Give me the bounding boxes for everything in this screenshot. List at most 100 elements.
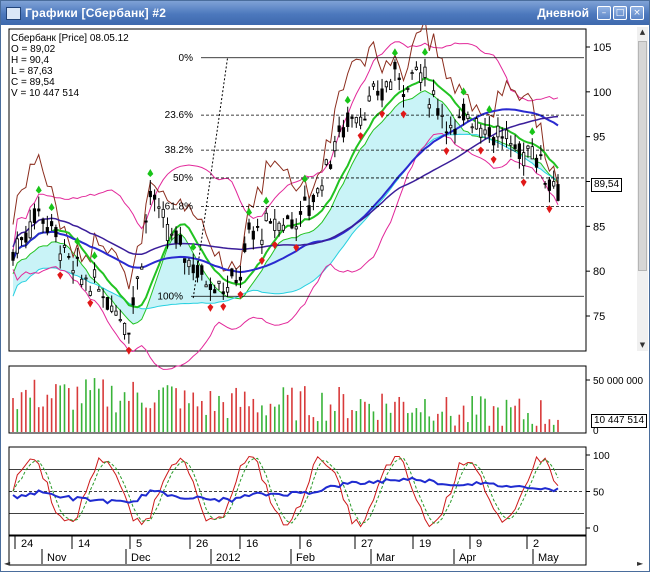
volume-bar bbox=[402, 401, 405, 432]
close-button[interactable]: × bbox=[630, 6, 644, 20]
volume-bar bbox=[110, 385, 113, 432]
fractal-down-marker bbox=[379, 110, 386, 119]
candle-body bbox=[492, 137, 496, 146]
volume-bar bbox=[89, 390, 92, 432]
candle-body bbox=[264, 212, 268, 222]
scroll-right-icon[interactable]: ► bbox=[637, 559, 644, 568]
scroll-left-icon[interactable]: ◄ bbox=[4, 559, 11, 568]
volume-bar bbox=[115, 412, 117, 432]
fib-level-label: 61.8% bbox=[165, 202, 193, 213]
candle-body bbox=[552, 181, 556, 187]
fractal-up-marker bbox=[263, 196, 270, 205]
volume-bar bbox=[136, 392, 139, 432]
volume-bar bbox=[475, 414, 478, 432]
candle-body bbox=[281, 224, 285, 231]
candle-body bbox=[75, 256, 79, 259]
scroll-up-icon[interactable]: ▲ bbox=[639, 28, 646, 36]
vertical-scrollbar[interactable]: ▲ ▼ bbox=[637, 27, 648, 351]
fib-level-label: 23.6% bbox=[165, 110, 193, 121]
candle-body bbox=[363, 118, 367, 121]
candle-body bbox=[333, 141, 337, 152]
fractal-up-marker bbox=[529, 127, 536, 136]
candle-body bbox=[389, 81, 393, 90]
scroll-down-icon[interactable]: ▼ bbox=[639, 341, 646, 349]
candle-body bbox=[290, 219, 294, 229]
volume-tick-label: 50 000 000 bbox=[593, 376, 643, 387]
candle-body bbox=[320, 185, 324, 191]
volume-bar bbox=[63, 384, 66, 432]
candle-body bbox=[401, 94, 406, 98]
candle-body bbox=[513, 144, 517, 149]
volume-bar bbox=[80, 403, 83, 432]
volume-bar bbox=[505, 399, 508, 432]
volume-bar bbox=[548, 419, 551, 432]
candle-body bbox=[105, 297, 110, 310]
fib-level-label: 0% bbox=[179, 53, 194, 64]
fractal-down-marker bbox=[520, 178, 527, 187]
title-bar[interactable]: Графики [Сбербанк] #2 Дневной – □ × bbox=[1, 1, 649, 25]
volume-bar bbox=[140, 402, 143, 432]
candle-body bbox=[45, 227, 49, 233]
volume-bar bbox=[106, 406, 109, 432]
fractal-up-marker bbox=[460, 87, 467, 96]
volume-bar bbox=[432, 420, 435, 432]
candle-body bbox=[80, 278, 84, 286]
volume-bar bbox=[85, 379, 87, 432]
last-volume-badge: 10 447 514 bbox=[591, 414, 648, 428]
volume-axis: 50 000 000 0 bbox=[586, 376, 643, 437]
price-candles bbox=[11, 58, 560, 344]
day-label: 27 bbox=[361, 538, 373, 550]
day-label: 14 bbox=[78, 538, 90, 550]
volume-bar bbox=[226, 417, 229, 432]
fibonacci-levels: 0% 23.6% 38.2% 50% 61.8% 100% bbox=[157, 53, 584, 302]
volume-bar bbox=[479, 396, 482, 432]
volume-bar bbox=[424, 399, 426, 432]
volume-bar bbox=[484, 398, 486, 432]
period-label[interactable]: Дневной bbox=[537, 6, 589, 20]
candle-body bbox=[67, 256, 71, 258]
candle-body bbox=[191, 264, 195, 274]
volume-bar bbox=[527, 413, 529, 432]
fractal-up-marker bbox=[391, 48, 398, 57]
stochastic-k-line bbox=[12, 455, 559, 528]
oscillator-tick-label: 0 bbox=[593, 524, 599, 535]
volume-bar bbox=[522, 419, 525, 432]
volume-bar bbox=[201, 400, 203, 432]
maximize-button[interactable]: □ bbox=[613, 6, 627, 20]
candle-body bbox=[328, 164, 333, 169]
chart-canvas[interactable]: 0%23.6%38.2%50%61.8%100% 105100959085807… bbox=[1, 25, 649, 571]
candle-body bbox=[268, 221, 273, 224]
volume-bar bbox=[334, 410, 336, 432]
volume-bar bbox=[557, 419, 559, 432]
candle-body bbox=[170, 233, 174, 236]
volume-bar bbox=[488, 425, 491, 432]
oscillator-tick-label: 100 bbox=[593, 451, 610, 462]
candle-body bbox=[221, 291, 225, 295]
legend-low: L = 87,63 bbox=[11, 66, 53, 77]
volume-bar bbox=[145, 407, 147, 432]
scroll-thumb[interactable] bbox=[638, 41, 647, 271]
fractal-down-marker bbox=[490, 155, 497, 164]
price-tick-label: 75 bbox=[593, 311, 605, 323]
volume-bar bbox=[33, 379, 36, 432]
stochastic-d-line bbox=[12, 457, 559, 525]
candle-body bbox=[436, 108, 440, 116]
volume-bar bbox=[535, 425, 538, 432]
fractal-down-marker bbox=[357, 132, 364, 141]
volume-bar bbox=[20, 392, 23, 432]
candle-body bbox=[140, 266, 144, 270]
fractal-up-marker bbox=[344, 95, 351, 104]
candle-body bbox=[504, 129, 509, 140]
volume-bar bbox=[407, 413, 409, 432]
volume-bar bbox=[183, 390, 186, 432]
candle-body bbox=[350, 116, 354, 119]
volume-bar bbox=[346, 418, 349, 432]
candle-body bbox=[200, 265, 204, 275]
candle-body bbox=[311, 194, 315, 203]
time-axis-frame bbox=[8, 535, 587, 566]
minimize-button[interactable]: – bbox=[597, 6, 611, 20]
volume-bar bbox=[368, 403, 370, 432]
volume-bar bbox=[321, 392, 323, 432]
candle-body bbox=[479, 127, 483, 138]
volume-bar bbox=[544, 423, 546, 432]
